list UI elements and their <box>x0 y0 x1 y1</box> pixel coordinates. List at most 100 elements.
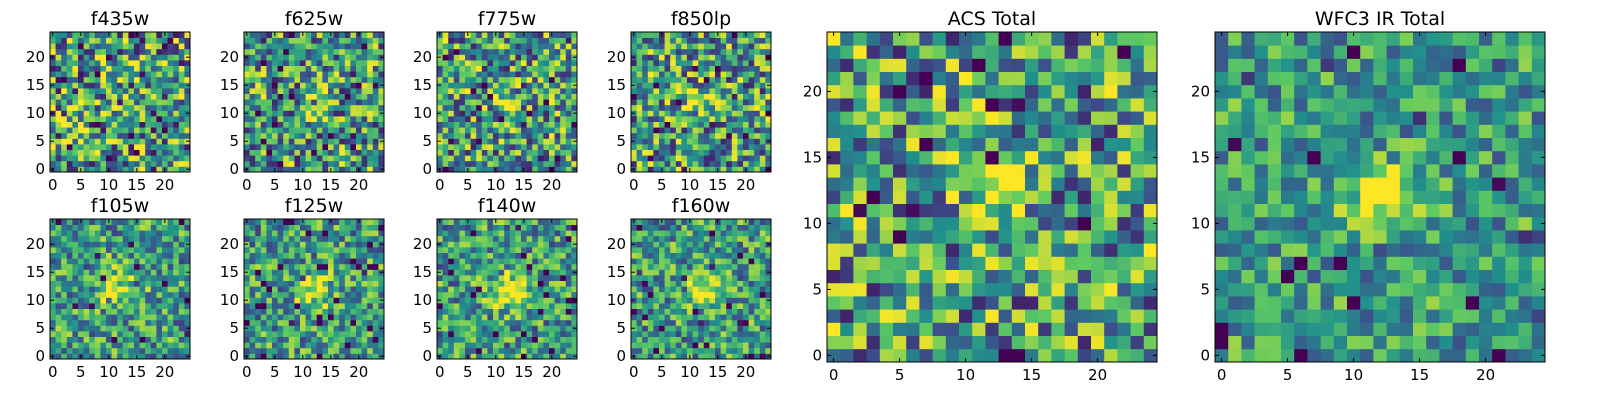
heatmap-cell <box>150 308 157 315</box>
heatmap-cell <box>465 263 471 270</box>
heatmap-cell <box>128 263 135 270</box>
heatmap-cell <box>759 353 766 360</box>
heatmap-cell <box>55 88 62 94</box>
heatmap-cell <box>100 60 107 66</box>
heatmap-cell <box>106 104 112 111</box>
heatmap-cell <box>333 331 340 337</box>
panel-title: f435w <box>91 8 150 30</box>
heatmap-cell <box>748 37 755 44</box>
heatmap-cell <box>481 353 488 360</box>
heatmap-cell <box>465 43 471 50</box>
heatmap-cell <box>675 325 682 332</box>
heatmap-cell <box>636 104 643 111</box>
heatmap-cell <box>726 110 733 117</box>
heatmap-cell <box>765 342 772 349</box>
heatmap-cell <box>100 291 107 298</box>
heatmap-cell <box>659 319 665 326</box>
heatmap-cell <box>715 319 721 326</box>
heatmap-cell <box>664 54 671 61</box>
heatmap-cell <box>55 37 62 44</box>
heatmap-cell <box>571 88 578 94</box>
heatmap-cell <box>249 269 256 276</box>
heatmap-cell <box>504 54 511 61</box>
heatmap-cell <box>117 247 124 253</box>
heatmap-cell <box>66 269 73 276</box>
heatmap-cell <box>459 149 466 156</box>
heatmap-cell <box>300 65 306 72</box>
heatmap-cell <box>372 121 379 128</box>
heatmap-cell <box>72 247 79 253</box>
heatmap-cell <box>244 76 250 83</box>
heatmap-cell <box>653 43 660 50</box>
heatmap-cell <box>571 280 578 287</box>
heatmap-cell <box>481 155 488 162</box>
heatmap-cell <box>333 65 340 72</box>
heatmap-cell <box>670 275 677 281</box>
heatmap-cell <box>266 116 273 122</box>
heatmap-cell <box>283 347 290 354</box>
heatmap-cell <box>83 247 90 253</box>
heatmap-cell <box>322 303 329 309</box>
heatmap-cell <box>560 132 567 139</box>
heatmap-cell <box>448 342 455 349</box>
heatmap-cell <box>631 88 637 94</box>
heatmap-cell <box>367 342 374 349</box>
heatmap-cell <box>509 37 516 44</box>
heatmap-cell <box>162 308 168 315</box>
heatmap-cell <box>681 342 688 349</box>
heatmap-cell <box>55 99 62 106</box>
heatmap-cell <box>659 48 665 55</box>
heatmap-cell <box>537 235 544 242</box>
heatmap-cell <box>55 160 62 167</box>
heatmap-cell <box>731 336 738 343</box>
heatmap-cell <box>748 121 755 128</box>
heatmap-cell <box>372 93 379 100</box>
heatmap-cell <box>162 54 168 61</box>
heatmap-cell <box>647 54 654 61</box>
heatmap-cell <box>134 160 140 167</box>
heatmap-cell <box>367 144 374 150</box>
heatmap-cell <box>470 116 477 122</box>
heatmap-cell <box>498 230 505 237</box>
heatmap-cell <box>509 127 516 134</box>
heatmap-cell <box>162 280 168 287</box>
heatmap-cell <box>94 88 101 94</box>
heatmap-cell <box>687 280 693 287</box>
heatmap-cell <box>498 325 505 332</box>
heatmap-cell <box>111 247 118 253</box>
heatmap-cell <box>344 247 351 253</box>
heatmap-cell <box>322 116 329 122</box>
heatmap-cell <box>681 127 688 134</box>
heatmap-cell <box>117 127 124 134</box>
heatmap-cell <box>260 132 267 139</box>
heatmap-cell <box>316 60 323 66</box>
heatmap-cell <box>726 93 733 100</box>
heatmap-cell <box>89 219 96 225</box>
heatmap-cell <box>636 166 643 173</box>
heatmap-cell <box>94 319 101 326</box>
heatmap-cell <box>178 60 185 66</box>
heatmap-cell <box>743 347 749 354</box>
heatmap-cell <box>83 32 90 38</box>
heatmap-cell <box>748 149 755 156</box>
heatmap-cell <box>283 48 290 55</box>
heatmap-cell <box>759 286 766 293</box>
heatmap-cell <box>659 269 665 276</box>
heatmap-cell <box>481 88 488 94</box>
heatmap-cell <box>333 224 340 231</box>
heatmap-cell <box>653 342 660 349</box>
heatmap-cell <box>260 291 267 298</box>
heatmap-cell <box>659 116 665 122</box>
heatmap-cell <box>145 347 152 354</box>
heatmap-cell <box>549 65 555 72</box>
heatmap-cell <box>66 160 73 167</box>
heatmap-cell <box>94 297 101 304</box>
heatmap-cell <box>670 291 677 298</box>
heatmap-cell <box>748 314 755 321</box>
heatmap-cell <box>128 71 135 78</box>
heatmap-cell <box>743 76 749 83</box>
heatmap-cell <box>72 263 79 270</box>
heatmap-cell <box>55 224 62 231</box>
heatmap-cell <box>692 275 699 281</box>
heatmap-cell <box>162 247 168 253</box>
